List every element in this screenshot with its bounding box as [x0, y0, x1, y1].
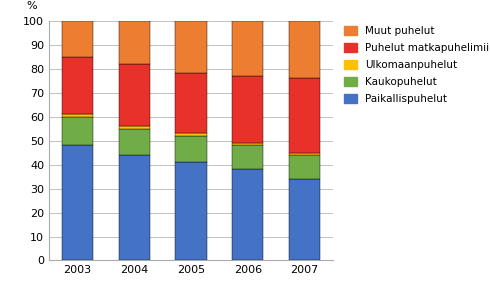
- Y-axis label: %: %: [26, 1, 37, 11]
- Bar: [119, 64, 150, 126]
- Bar: [62, 57, 93, 114]
- Bar: [232, 145, 264, 169]
- Bar: [119, 128, 150, 155]
- Bar: [62, 117, 93, 145]
- Bar: [119, 21, 150, 64]
- Bar: [119, 126, 150, 128]
- Bar: [232, 76, 264, 143]
- Bar: [62, 145, 93, 260]
- Bar: [232, 169, 264, 260]
- Bar: [175, 133, 207, 136]
- Bar: [62, 21, 93, 57]
- Bar: [175, 136, 207, 162]
- Bar: [62, 114, 93, 117]
- Bar: [119, 155, 150, 260]
- Bar: [289, 21, 320, 78]
- Bar: [289, 78, 320, 152]
- Bar: [175, 73, 207, 133]
- Bar: [175, 21, 207, 73]
- Bar: [289, 155, 320, 179]
- Bar: [175, 162, 207, 260]
- Legend: Muut puhelut, Puhelut matkapuhelimiin, Ulkomaanpuhelut, Kaukopuhelut, Paikallisp: Muut puhelut, Puhelut matkapuhelimiin, U…: [344, 26, 490, 104]
- Bar: [289, 152, 320, 155]
- Bar: [232, 21, 264, 76]
- Bar: [289, 179, 320, 260]
- Bar: [232, 143, 264, 145]
